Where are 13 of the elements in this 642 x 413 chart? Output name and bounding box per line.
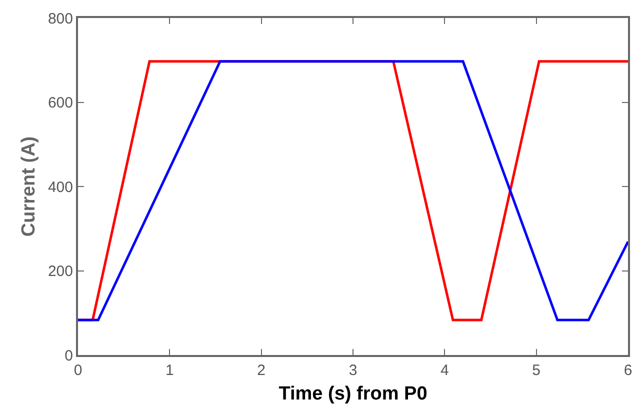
y-tick-label: 200 (48, 263, 73, 280)
x-tick-label: 1 (166, 362, 174, 379)
x-tick-label: 4 (440, 362, 449, 379)
y-axis-title: Current (A) (18, 136, 40, 237)
x-tick-label: 5 (532, 362, 540, 379)
x-tick-label: 2 (257, 362, 266, 379)
y-tick-label: 800 (48, 10, 73, 28)
y-tick-label: 400 (48, 178, 73, 196)
y-tick-label: 0 (64, 347, 73, 364)
y-tick-label: 600 (48, 94, 73, 112)
x-tick-label: 3 (348, 362, 358, 379)
x-tick-label: 6 (624, 362, 632, 379)
x-axis-title: Time (s) from P0 (278, 383, 428, 404)
